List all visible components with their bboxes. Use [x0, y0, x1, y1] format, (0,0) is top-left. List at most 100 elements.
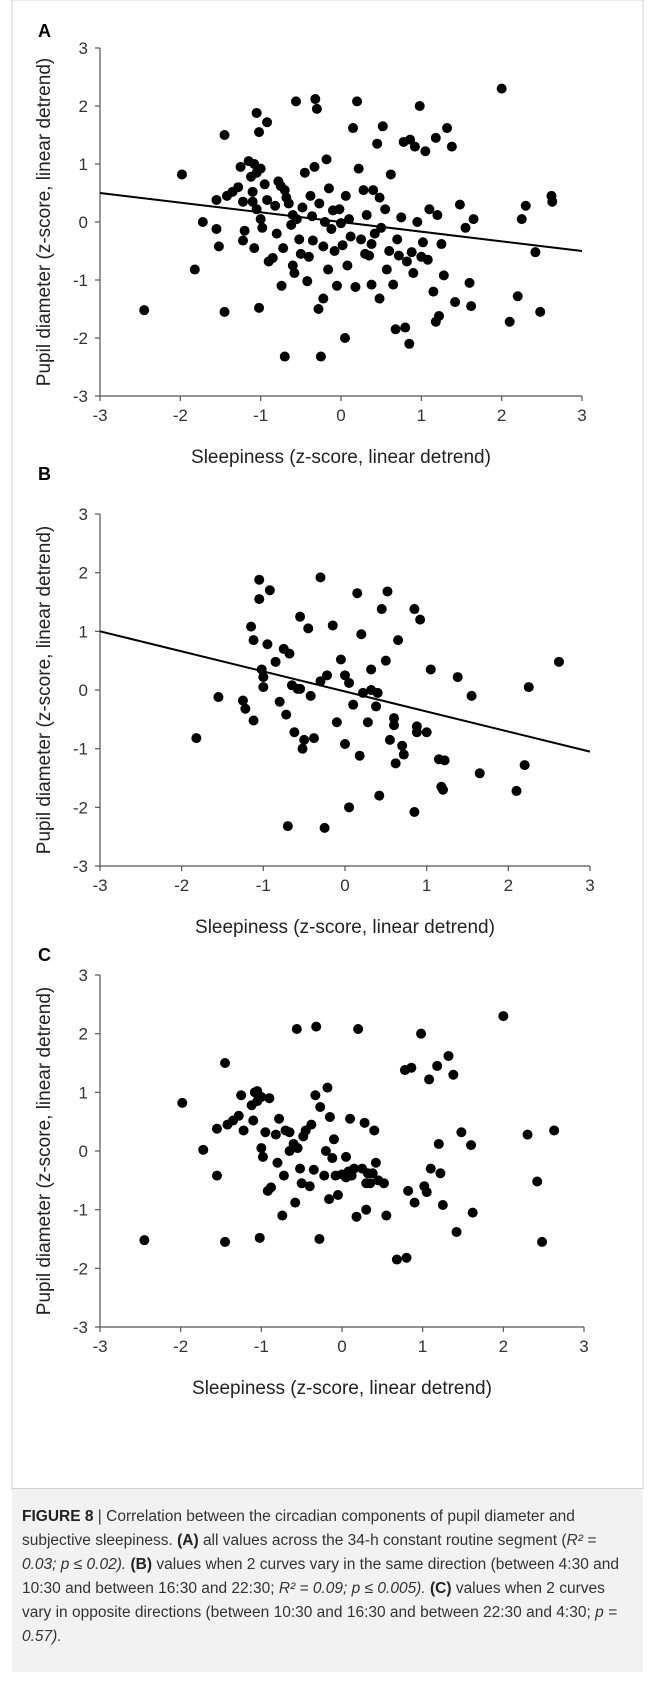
y-tick-label: 0 — [79, 681, 88, 700]
data-point — [361, 210, 372, 221]
data-point — [365, 1178, 376, 1189]
data-point — [348, 699, 359, 710]
data-point — [267, 252, 278, 263]
data-point — [139, 305, 150, 316]
data-point — [498, 1011, 509, 1022]
data-point — [381, 264, 392, 275]
data-point — [422, 254, 433, 265]
data-point — [297, 743, 308, 754]
data-point — [262, 639, 273, 650]
data-point — [428, 286, 439, 297]
y-axis-label: Pupil diameter (z-score, linear detrend) — [34, 987, 55, 1315]
x-tick-label: -1 — [254, 1337, 269, 1356]
data-point — [324, 1111, 335, 1122]
data-point — [356, 629, 367, 640]
data-point — [326, 223, 337, 234]
data-point — [295, 248, 306, 259]
data-point — [251, 107, 262, 118]
data-point — [443, 1050, 454, 1061]
y-tick-label: -3 — [73, 387, 88, 406]
data-point — [468, 214, 479, 225]
data-point — [438, 784, 448, 795]
data-point — [295, 1163, 306, 1174]
data-point — [353, 163, 364, 174]
data-point — [237, 695, 248, 706]
data-point — [340, 333, 351, 343]
data-point — [240, 703, 251, 714]
data-point — [294, 234, 305, 245]
caption-c-text: values when 2 curves vary in opposite di… — [22, 1580, 605, 1621]
y-tick-label: -3 — [73, 857, 88, 876]
data-point — [191, 733, 202, 744]
y-tick-label: -1 — [73, 1201, 88, 1220]
data-point — [420, 146, 431, 157]
data-point — [405, 134, 416, 145]
x-tick-label: 1 — [418, 1337, 427, 1356]
data-point — [397, 740, 408, 751]
data-point — [376, 604, 387, 615]
data-point — [331, 717, 342, 728]
data-point — [139, 1235, 150, 1246]
data-point — [238, 1125, 249, 1136]
data-point — [351, 1211, 362, 1222]
data-point — [417, 237, 428, 248]
data-point — [404, 338, 415, 349]
data-point — [366, 279, 377, 290]
data-point — [391, 1254, 402, 1265]
data-point — [305, 190, 316, 201]
data-point — [233, 182, 244, 193]
y-tick-label: 3 — [79, 966, 88, 985]
data-point — [211, 1123, 222, 1134]
data-point — [256, 1143, 267, 1154]
data-point — [354, 750, 365, 761]
data-point — [341, 1151, 352, 1162]
data-point — [348, 123, 359, 134]
data-point — [382, 586, 393, 597]
data-point — [361, 1204, 372, 1215]
data-point — [313, 304, 324, 314]
data-point — [368, 185, 379, 196]
data-point — [425, 1163, 436, 1174]
y-tick-label: 2 — [79, 1025, 88, 1044]
data-point — [385, 169, 396, 180]
data-point — [464, 277, 475, 288]
panel-b: B 3 2 1 0 -1 -2 -3-3 -2 -1 0 1 2 3 Sleepiness (z-score… — [34, 464, 595, 938]
data-point — [323, 183, 334, 194]
data-point — [456, 1127, 467, 1138]
caption-figure-label: FIGURE 8 — [22, 1508, 94, 1525]
data-point — [197, 217, 208, 227]
data-point — [448, 1069, 459, 1080]
data-point — [438, 270, 449, 281]
data-point — [358, 185, 369, 196]
data-point — [412, 217, 423, 227]
data-point — [532, 1176, 543, 1187]
data-point — [254, 127, 265, 138]
x-tick-label: 0 — [340, 876, 349, 895]
data-point — [308, 733, 319, 744]
data-point — [239, 225, 250, 236]
data-point — [311, 1021, 322, 1032]
x-tick-label: -2 — [174, 876, 189, 895]
data-point — [436, 239, 447, 250]
data-point — [254, 1232, 265, 1243]
data-point — [299, 167, 310, 178]
panel-c: C 3 2 1 0 -1 -2 -3-3 -2 -1 0 1 2 3 Sleepiness (z-score… — [34, 945, 589, 1399]
y-tick-label: 1 — [79, 1083, 88, 1102]
panel-a: A 3 2 1 0 -1 -2 -3-3 -2 -1 0 1 2 3 Sleepiness (z-score… — [34, 21, 587, 468]
data-point — [364, 250, 375, 261]
data-point — [367, 1168, 378, 1179]
data-point — [389, 720, 399, 731]
data-point — [342, 260, 353, 271]
data-point — [279, 351, 290, 362]
data-point — [271, 228, 282, 239]
x-tick-label: -2 — [173, 406, 188, 425]
data-point — [248, 1115, 259, 1126]
data-point — [553, 656, 564, 667]
data-point — [411, 727, 422, 738]
data-point — [247, 186, 258, 197]
data-point — [400, 322, 411, 333]
data-point — [314, 198, 325, 209]
data-point — [504, 316, 515, 327]
data-point — [324, 1194, 335, 1205]
data-point — [270, 200, 281, 211]
